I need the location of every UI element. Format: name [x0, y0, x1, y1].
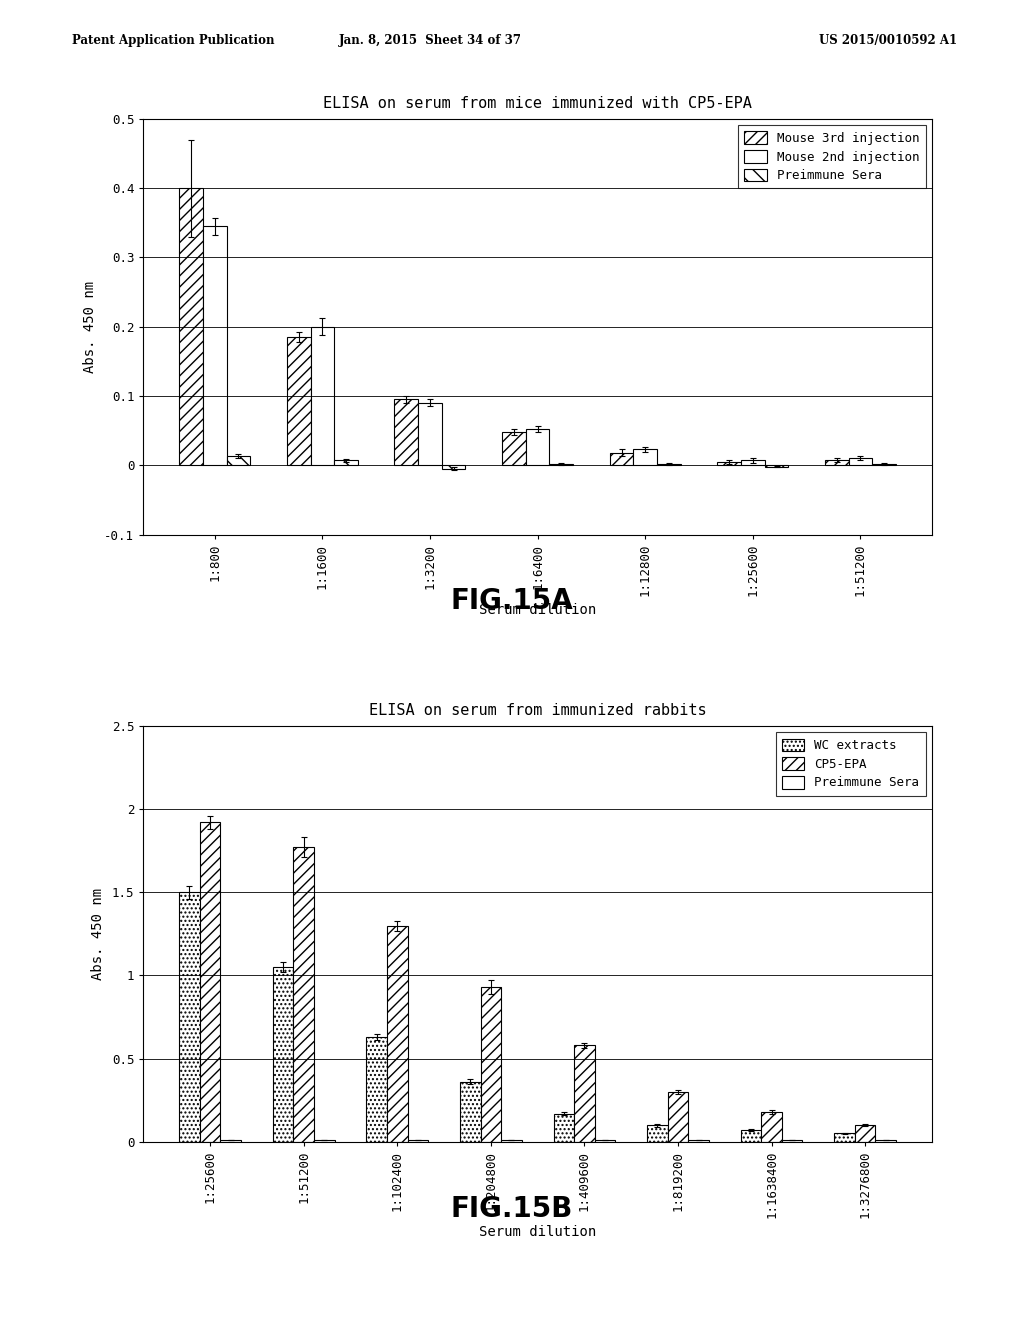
Bar — [835, 1134, 855, 1142]
Bar — [387, 925, 408, 1142]
Bar — [480, 987, 501, 1142]
Bar — [647, 1125, 668, 1142]
Bar — [502, 432, 525, 466]
Text: FIG.15A: FIG.15A — [451, 587, 573, 615]
Bar — [741, 461, 765, 466]
Bar — [367, 1038, 387, 1142]
Bar — [595, 1140, 615, 1142]
Text: Jan. 8, 2015  Sheet 34 of 37: Jan. 8, 2015 Sheet 34 of 37 — [339, 34, 521, 48]
Text: Patent Application Publication: Patent Application Publication — [72, 34, 274, 48]
Text: US 2015/0010592 A1: US 2015/0010592 A1 — [819, 34, 957, 48]
Bar — [609, 453, 634, 466]
Bar — [550, 463, 573, 466]
Bar — [554, 1114, 574, 1142]
Legend: WC extracts, CP5-EPA, Preimmune Sera: WC extracts, CP5-EPA, Preimmune Sera — [775, 733, 926, 796]
Bar — [849, 458, 872, 466]
Bar — [872, 463, 896, 466]
Y-axis label: Abs. 450 nm: Abs. 450 nm — [83, 281, 97, 372]
Bar — [574, 1045, 595, 1142]
Title: ELISA on serum from mice immunized with CP5-EPA: ELISA on serum from mice immunized with … — [324, 95, 752, 111]
Bar — [179, 189, 203, 466]
Bar — [525, 429, 550, 466]
Bar — [310, 327, 334, 466]
Bar — [688, 1140, 709, 1142]
Bar — [179, 892, 200, 1142]
Bar — [501, 1140, 521, 1142]
Bar — [408, 1140, 428, 1142]
Bar — [761, 1111, 782, 1142]
Bar — [782, 1140, 803, 1142]
Bar — [825, 459, 849, 466]
Legend: Mouse 3rd injection, Mouse 2nd injection, Preimmune Sera: Mouse 3rd injection, Mouse 2nd injection… — [738, 125, 926, 189]
Bar — [855, 1125, 876, 1142]
Bar — [226, 457, 250, 466]
Bar — [203, 226, 226, 466]
Bar — [876, 1140, 896, 1142]
Bar — [765, 466, 788, 467]
Bar — [441, 466, 466, 469]
Bar — [657, 463, 681, 466]
Bar — [394, 400, 418, 466]
Bar — [272, 968, 293, 1142]
Bar — [314, 1140, 335, 1142]
Bar — [334, 461, 357, 466]
Bar — [293, 847, 314, 1142]
Bar — [634, 449, 657, 466]
Bar — [418, 403, 441, 466]
Bar — [668, 1092, 688, 1142]
Bar — [287, 337, 310, 466]
Bar — [200, 822, 220, 1142]
Text: FIG.15B: FIG.15B — [451, 1195, 573, 1222]
Bar — [718, 462, 741, 466]
X-axis label: Serum dilution: Serum dilution — [479, 603, 596, 616]
Title: ELISA on serum from immunized rabbits: ELISA on serum from immunized rabbits — [369, 702, 707, 718]
Y-axis label: Abs. 450 nm: Abs. 450 nm — [91, 888, 104, 979]
X-axis label: Serum dilution: Serum dilution — [479, 1225, 596, 1239]
Bar — [740, 1130, 761, 1142]
Bar — [460, 1082, 480, 1142]
Bar — [220, 1140, 241, 1142]
